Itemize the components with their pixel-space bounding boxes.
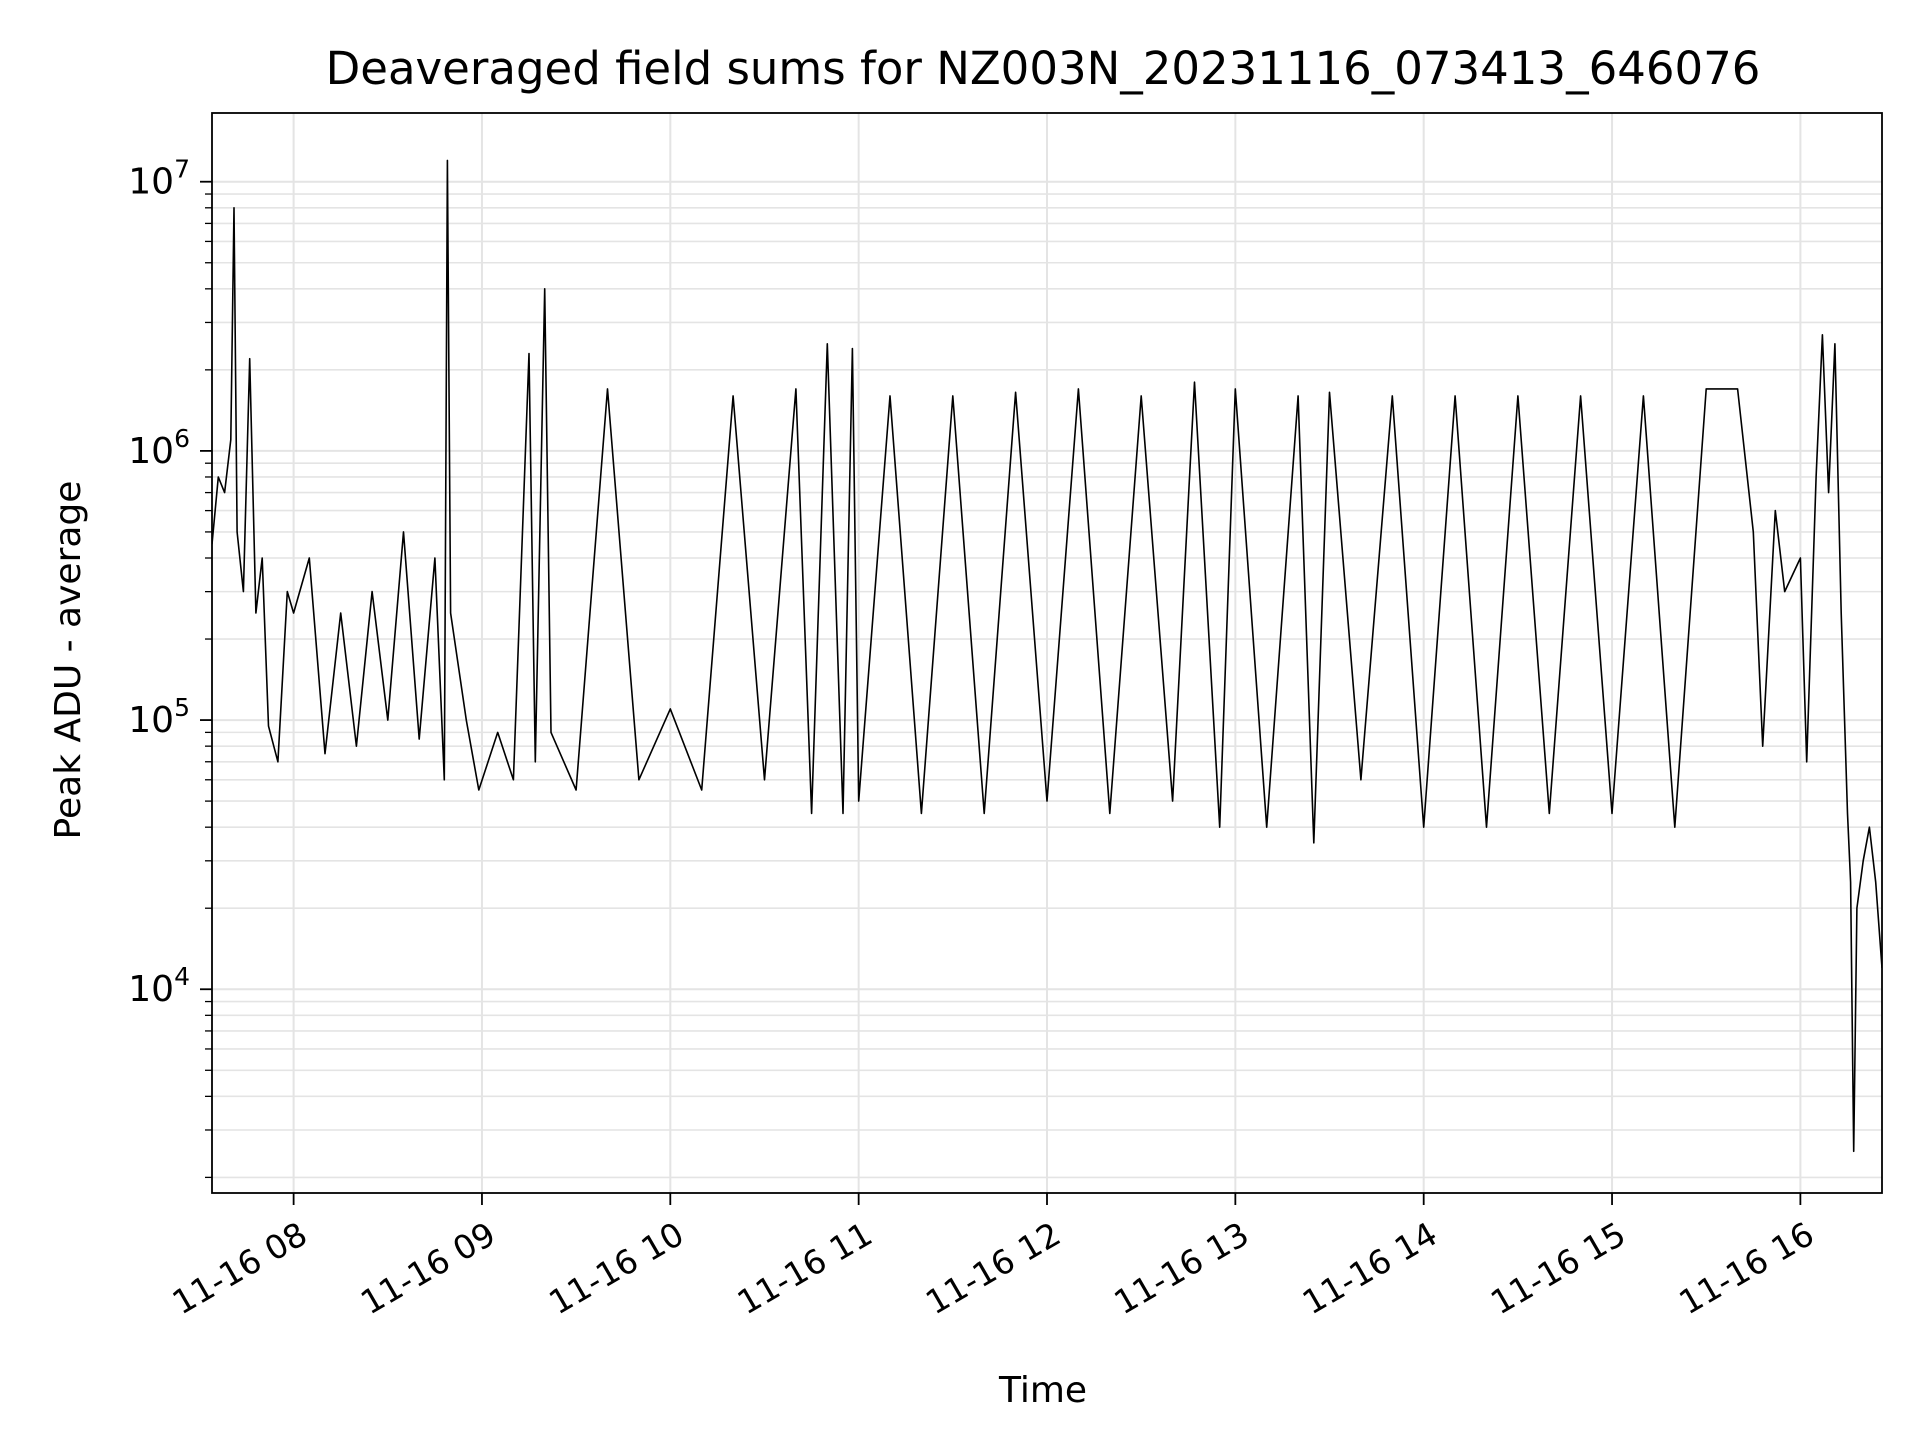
grid-lines [212, 113, 1882, 1193]
x-axis-label: Time [998, 1370, 1087, 1411]
y-tick-label-exponent: 5 [174, 693, 190, 722]
series-line [212, 159, 1882, 1153]
y-tick-label: 104 [128, 962, 190, 1010]
y-tick-label: 106 [128, 424, 190, 472]
y-tick-label-base: 10 [128, 162, 174, 203]
chart-title: Deaveraged field sums for NZ003N_2023111… [326, 42, 1761, 95]
y-tick-label-base: 10 [128, 969, 174, 1010]
y-tick-label-exponent: 7 [174, 155, 190, 184]
y-tick-label-base: 10 [128, 431, 174, 472]
plot-area [212, 159, 1882, 1153]
y-tick-label: 107 [128, 155, 190, 203]
y-axis-label: Peak ADU - average [48, 481, 89, 840]
y-tick-label-base: 10 [128, 700, 174, 741]
y-tick-label: 105 [128, 693, 190, 741]
y-tick-label-exponent: 6 [174, 424, 190, 453]
y-tick-label-exponent: 4 [174, 962, 190, 991]
